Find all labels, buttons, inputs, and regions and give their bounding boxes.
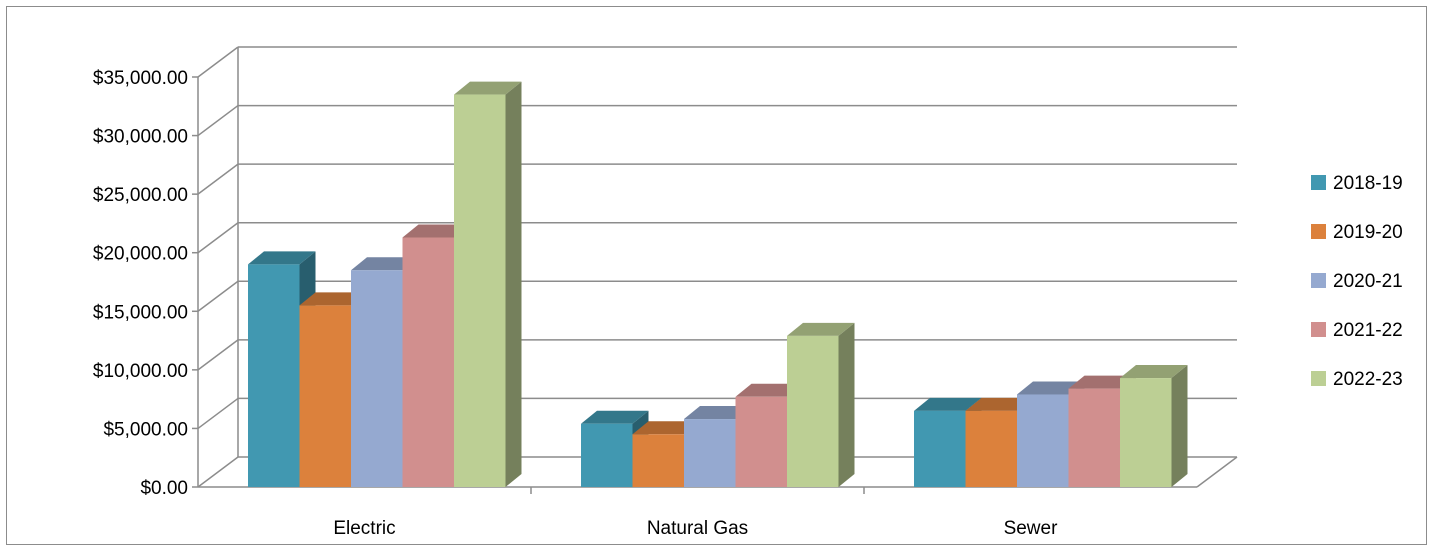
x-tick-label: Electric	[333, 518, 395, 539]
bar-front	[402, 237, 454, 487]
legend-label: 2021-22	[1333, 320, 1403, 341]
bar-front	[1017, 394, 1069, 487]
gridline-diagonal	[197, 456, 239, 488]
x-axis-ticks: Electric Natural Gas Sewer	[333, 518, 1058, 539]
gridline-diagonal	[197, 397, 239, 430]
legend-swatch	[1311, 322, 1326, 337]
legend-swatch	[1311, 371, 1326, 386]
x-tick-label: Sewer	[1004, 518, 1059, 539]
bar-top	[735, 383, 803, 397]
bar-2022-23-sewer	[1120, 365, 1188, 487]
legend-swatch	[1311, 224, 1326, 239]
bars	[248, 81, 1188, 488]
y-tick-label: $5,000.00	[103, 419, 188, 440]
bar-side	[1171, 365, 1188, 487]
legend-item-2021-22: 2021-22	[1311, 320, 1403, 341]
legend-label: 2019-20	[1333, 222, 1403, 243]
bar-top	[454, 81, 522, 95]
bar-top	[299, 292, 367, 306]
bar-front	[632, 434, 684, 487]
legend-swatch	[1311, 273, 1326, 288]
bar-front	[248, 264, 300, 487]
y-axis-ticks: $0.00 $5,000.00 $10,000.00 $15,000.00 $20,00…	[93, 68, 188, 499]
bar-top	[684, 406, 752, 420]
bar-top	[914, 397, 982, 411]
gridline-diagonal	[197, 222, 239, 254]
y-tick-label: $15,000.00	[93, 302, 188, 323]
y-tick-label: $35,000.00	[93, 68, 188, 89]
y-tick-label: $10,000.00	[93, 361, 188, 382]
legend-item-2022-23: 2022-23	[1311, 369, 1403, 390]
bar-2022-23-electric	[454, 81, 522, 488]
x-tick-label: Natural Gas	[647, 518, 748, 539]
bar-side	[505, 81, 522, 488]
gridline-diagonal	[197, 280, 239, 312]
bar-front	[454, 94, 506, 488]
bar-2022-23-natural-gas	[787, 322, 855, 487]
bar-front	[1068, 388, 1120, 487]
bar-front	[914, 410, 966, 487]
y-tick-label: $0.00	[140, 478, 188, 499]
bar-front	[1120, 378, 1172, 487]
legend-label: 2020-21	[1333, 271, 1403, 292]
y-tick-label: $30,000.00	[93, 127, 188, 148]
y-tick-label: $25,000.00	[93, 185, 188, 206]
legend-item-2018-19: 2018-19	[1311, 173, 1403, 194]
legend-swatch	[1311, 175, 1326, 190]
bar-front	[787, 335, 839, 487]
bar-top	[1017, 381, 1085, 395]
bar-front	[351, 270, 403, 487]
bar-top	[1120, 365, 1188, 379]
bar-side	[838, 322, 855, 487]
legend-item-2020-21: 2020-21	[1311, 271, 1403, 292]
bar-top	[965, 397, 1033, 411]
bar-2018-19-natural-gas	[581, 410, 649, 487]
bar-top	[248, 251, 316, 265]
bar-front	[581, 423, 633, 487]
gridline-diagonal	[197, 163, 239, 195]
y-tick-label: $20,000.00	[93, 244, 188, 265]
bar-top	[632, 421, 700, 435]
bar-top	[581, 410, 649, 424]
gridline-diagonal	[197, 46, 239, 78]
bar-front	[965, 410, 1017, 487]
bar-front	[299, 305, 351, 487]
bar-front	[735, 396, 787, 487]
bar-top	[787, 322, 855, 336]
legend-label: 2022-23	[1333, 369, 1403, 390]
bar-front	[684, 419, 736, 487]
gridline-diagonal	[197, 104, 239, 137]
legend: 2018-19 2019-20 2020-21 2021-22 2022-23	[1311, 173, 1403, 390]
gridline-diagonal	[197, 339, 239, 371]
legend-item-2019-20: 2019-20	[1311, 222, 1403, 243]
legend-label: 2018-19	[1333, 173, 1403, 194]
bar-top	[1068, 375, 1136, 389]
bar-top	[351, 257, 419, 271]
bar-top	[402, 224, 470, 238]
floor-edge	[1196, 456, 1238, 488]
